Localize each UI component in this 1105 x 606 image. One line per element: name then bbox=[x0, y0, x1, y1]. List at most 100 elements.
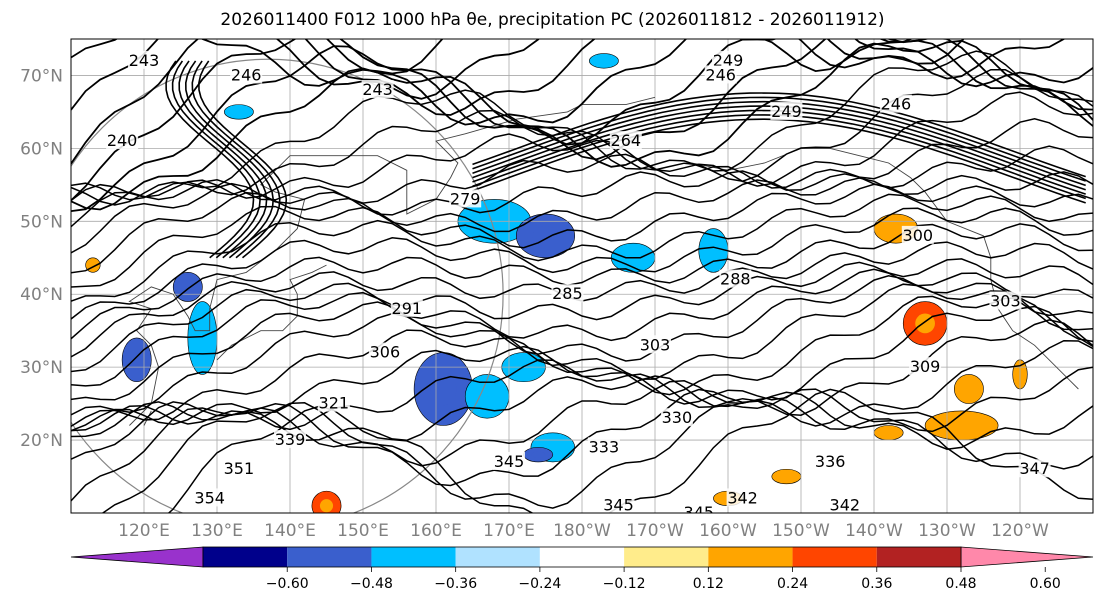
contour-label-halo bbox=[493, 451, 525, 470]
contour-label: 330 bbox=[662, 408, 693, 427]
lon-tick-label: 150°W bbox=[772, 521, 830, 541]
contour-label-halo bbox=[609, 131, 642, 150]
lat-tick-label: 50°N bbox=[20, 212, 63, 232]
colorbar-tick-label: 0.12 bbox=[693, 576, 724, 592]
contour-label: 279 bbox=[450, 189, 481, 208]
contour-label-halo bbox=[909, 357, 942, 376]
theta-e-contour-line bbox=[71, 339, 1093, 442]
contour-label: 240 bbox=[107, 131, 138, 150]
theta-e-contour-line bbox=[71, 68, 1093, 201]
contour-label-halo bbox=[828, 495, 861, 513]
theta-e-contour-line bbox=[71, 39, 1093, 211]
lon-tick-label: 140°W bbox=[845, 521, 903, 541]
contour-label-halo bbox=[449, 189, 482, 208]
lon-tick-label: 120°W bbox=[991, 521, 1049, 541]
contour-label: 246 bbox=[231, 65, 262, 84]
precip-area bbox=[589, 53, 619, 69]
theta-e-contour-line bbox=[171, 60, 261, 259]
colorbar-tick-label: 0.60 bbox=[1030, 576, 1061, 592]
colorbar-bin bbox=[455, 547, 540, 567]
contour-label: 333 bbox=[589, 437, 620, 456]
contour-label: 347 bbox=[1019, 459, 1050, 478]
theta-e-contour-line bbox=[71, 183, 1093, 288]
contour-label: 246 bbox=[705, 65, 736, 84]
colorbar-bin bbox=[203, 547, 288, 567]
theta-e-contour-line bbox=[71, 207, 1093, 320]
theta-e-contour-line bbox=[101, 388, 1093, 513]
contour-label: 246 bbox=[881, 95, 912, 114]
colorbar-tick-label: −0.24 bbox=[518, 576, 561, 592]
contour-label-halo bbox=[128, 50, 160, 69]
lon-tick-label: 170°W bbox=[626, 521, 684, 541]
contour-label: 249 bbox=[713, 51, 744, 70]
lon-tick-label: 180°W bbox=[553, 521, 611, 541]
theta-e-contour-line bbox=[71, 145, 1093, 254]
contour-label-halo bbox=[639, 335, 671, 354]
contour-label: 285 bbox=[552, 284, 583, 303]
contour-label: 354 bbox=[194, 488, 225, 507]
precip-area bbox=[187, 301, 218, 375]
lon-tick-label: 140°E bbox=[264, 521, 316, 541]
theta-e-contour-line bbox=[472, 92, 1086, 178]
contour-label: 309 bbox=[910, 357, 941, 376]
precip-area bbox=[771, 468, 802, 485]
lon-tick-label: 150°E bbox=[337, 521, 389, 541]
contour-label: 321 bbox=[319, 394, 350, 413]
coastline bbox=[143, 410, 152, 426]
precip-core bbox=[319, 499, 334, 513]
contour-label-halo bbox=[770, 101, 803, 120]
theta-e-contour-line bbox=[71, 171, 1093, 274]
lon-tick-label: 120°E bbox=[118, 521, 170, 541]
colorbar-frame bbox=[202, 546, 962, 568]
colorbar-tick-label: −0.36 bbox=[434, 576, 477, 592]
contour-label-halo bbox=[660, 408, 693, 427]
theta-e-contour-line bbox=[71, 305, 1093, 432]
contour-label-halo bbox=[1018, 459, 1051, 478]
theta-e-contour-line bbox=[184, 60, 275, 259]
precipitation-pc-shading bbox=[85, 53, 1028, 513]
theta-e-contour-line bbox=[71, 258, 1093, 373]
colorbar-tick-label: −0.48 bbox=[350, 576, 393, 592]
colorbar-bin bbox=[287, 547, 372, 567]
theta-e-contour-line bbox=[71, 275, 1093, 401]
contour-label: 342 bbox=[830, 496, 861, 515]
plot-frame bbox=[70, 38, 1094, 514]
colorbar-bin bbox=[371, 547, 456, 567]
lon-tick-label: 160°W bbox=[699, 521, 757, 541]
contour-label-halo bbox=[587, 437, 620, 456]
contour-label: 339 bbox=[275, 430, 306, 449]
contour-label-halo bbox=[719, 269, 752, 288]
contour-label-halo bbox=[726, 488, 759, 507]
colorbar-bin bbox=[792, 547, 877, 567]
precip-area bbox=[924, 410, 999, 441]
contour-label: 303 bbox=[640, 335, 671, 354]
precip-area bbox=[954, 374, 984, 404]
theta-e-contour-line bbox=[198, 60, 288, 259]
lat-tick-label: 20°N bbox=[20, 431, 63, 451]
colorbar-tick-label: 0.24 bbox=[777, 576, 808, 592]
theta-e-contour-line bbox=[472, 96, 1086, 182]
theta-e-contour-line bbox=[191, 60, 281, 259]
precip-core bbox=[531, 451, 545, 458]
theta-e-contour-line bbox=[71, 39, 1093, 212]
theta-e-contour-line bbox=[165, 60, 255, 259]
theta-e-contour-line bbox=[71, 39, 1066, 116]
contour-label: 288 bbox=[720, 270, 751, 289]
contour-label-halo bbox=[551, 284, 584, 303]
theta-e-contour-line bbox=[71, 91, 1093, 202]
contour-label-halo bbox=[368, 342, 401, 361]
contour-label: 345 bbox=[494, 452, 525, 471]
contour-label-halo bbox=[602, 495, 635, 513]
contour-label-halo bbox=[989, 291, 1022, 310]
colorbar-bin bbox=[539, 547, 625, 567]
contour-label: 243 bbox=[129, 51, 160, 70]
contour-label: 345 bbox=[684, 503, 715, 522]
colorbar-tick-label: −0.12 bbox=[603, 576, 646, 592]
contour-label-halo bbox=[317, 393, 350, 412]
contour-label-halo bbox=[814, 451, 847, 470]
lon-tick-label: 170°E bbox=[483, 521, 535, 541]
theta-e-contour-line bbox=[71, 388, 1093, 502]
contour-label: 345 bbox=[603, 496, 634, 515]
